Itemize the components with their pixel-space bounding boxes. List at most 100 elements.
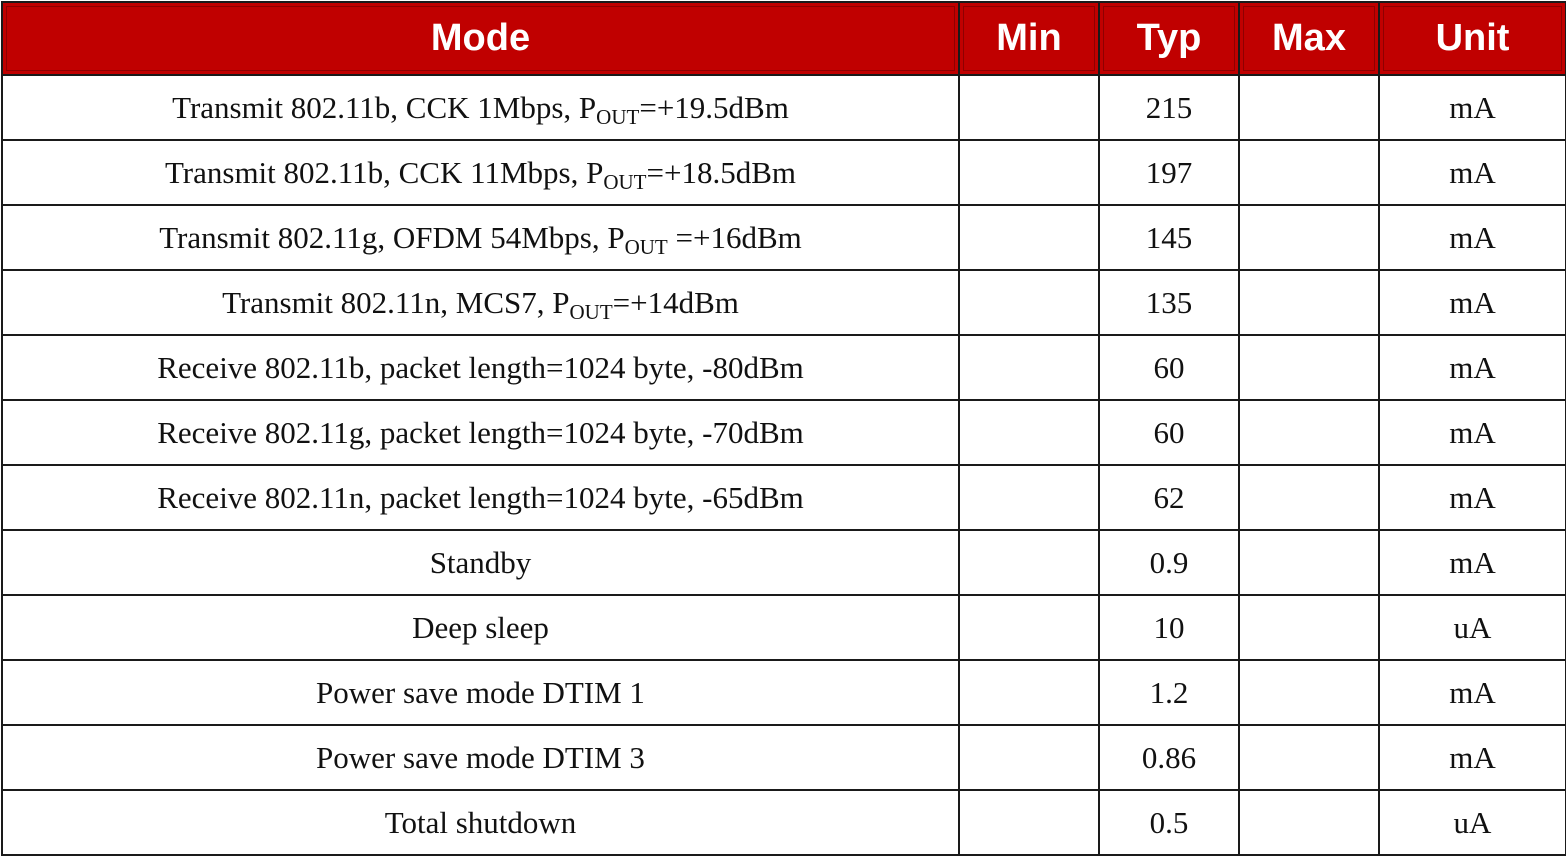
table-header-row: Mode Min Typ Max Unit <box>1 1 1566 76</box>
max-cell <box>1238 334 1380 401</box>
mode-subscript: OUT <box>596 104 640 129</box>
min-cell <box>958 74 1100 141</box>
max-cell <box>1238 139 1380 206</box>
header-mode: Mode <box>1 1 960 76</box>
max-cell <box>1238 594 1380 661</box>
mode-text-suffix: =+16dBm <box>667 219 802 255</box>
unit-cell: mA <box>1378 724 1566 791</box>
unit-cell: mA <box>1378 659 1566 726</box>
mode-cell: Transmit 802.11b, CCK 1Mbps, POUT=+19.5d… <box>1 74 960 141</box>
mode-cell: Receive 802.11g, packet length=1024 byte… <box>1 399 960 466</box>
max-cell <box>1238 204 1380 271</box>
mode-text: Total shutdown <box>384 804 577 840</box>
table-row: Transmit 802.11b, CCK 11Mbps, POUT=+18.5… <box>1 139 1566 206</box>
min-cell <box>958 464 1100 531</box>
mode-cell: Deep sleep <box>1 594 960 661</box>
header-max: Max <box>1238 1 1380 76</box>
unit-cell: mA <box>1378 529 1566 596</box>
mode-text: Power save mode DTIM 3 <box>316 739 645 775</box>
mode-text: Receive 802.11n, packet length=1024 byte… <box>157 479 804 515</box>
max-cell <box>1238 724 1380 791</box>
typ-cell: 135 <box>1098 269 1240 336</box>
mode-text: Transmit 802.11b, CCK 1Mbps, P <box>172 89 597 125</box>
unit-cell: mA <box>1378 399 1566 466</box>
min-cell <box>958 139 1100 206</box>
mode-text-suffix: =+19.5dBm <box>639 89 789 125</box>
max-cell <box>1238 74 1380 141</box>
mode-text: Deep sleep <box>412 609 549 645</box>
header-unit: Unit <box>1378 1 1566 76</box>
mode-text: Receive 802.11b, packet length=1024 byte… <box>157 349 804 385</box>
min-cell <box>958 399 1100 466</box>
table-row: Standby 0.9 mA <box>1 529 1566 596</box>
unit-cell: uA <box>1378 789 1566 856</box>
max-cell <box>1238 399 1380 466</box>
typ-cell: 0.9 <box>1098 529 1240 596</box>
table-row: Deep sleep 10 uA <box>1 594 1566 661</box>
table-row: Transmit 802.11g, OFDM 54Mbps, POUT =+16… <box>1 204 1566 271</box>
mode-cell: Transmit 802.11b, CCK 11Mbps, POUT=+18.5… <box>1 139 960 206</box>
unit-cell: mA <box>1378 464 1566 531</box>
unit-cell: mA <box>1378 74 1566 141</box>
unit-cell: mA <box>1378 139 1566 206</box>
typ-cell: 0.5 <box>1098 789 1240 856</box>
max-cell <box>1238 659 1380 726</box>
mode-cell: Power save mode DTIM 1 <box>1 659 960 726</box>
mode-cell: Receive 802.11n, packet length=1024 byte… <box>1 464 960 531</box>
mode-cell: Transmit 802.11g, OFDM 54Mbps, POUT =+16… <box>1 204 960 271</box>
min-cell <box>958 724 1100 791</box>
mode-text: Transmit 802.11g, OFDM 54Mbps, P <box>159 219 625 255</box>
mode-subscript: OUT <box>624 234 668 259</box>
header-min: Min <box>958 1 1100 76</box>
typ-cell: 197 <box>1098 139 1240 206</box>
mode-text-suffix: =+18.5dBm <box>646 154 797 190</box>
typ-cell: 1.2 <box>1098 659 1240 726</box>
mode-text: Standby <box>429 544 532 580</box>
header-typ: Typ <box>1098 1 1240 76</box>
mode-text: Transmit 802.11b, CCK 11Mbps, P <box>164 154 604 190</box>
min-cell <box>958 204 1100 271</box>
typ-cell: 10 <box>1098 594 1240 661</box>
mode-cell: Power save mode DTIM 3 <box>1 724 960 791</box>
mode-subscript: OUT <box>569 299 613 324</box>
mode-cell: Transmit 802.11n, MCS7, POUT=+14dBm <box>1 269 960 336</box>
max-cell <box>1238 789 1380 856</box>
table-row: Receive 802.11b, packet length=1024 byte… <box>1 334 1566 401</box>
table-row: Transmit 802.11b, CCK 1Mbps, POUT=+19.5d… <box>1 74 1566 141</box>
max-cell <box>1238 464 1380 531</box>
min-cell <box>958 334 1100 401</box>
typ-cell: 0.86 <box>1098 724 1240 791</box>
mode-text: Transmit 802.11n, MCS7, P <box>222 284 570 320</box>
typ-cell: 215 <box>1098 74 1240 141</box>
min-cell <box>958 659 1100 726</box>
table-row: Transmit 802.11n, MCS7, POUT=+14dBm 135 mA <box>1 269 1566 336</box>
mode-cell: Total shutdown <box>1 789 960 856</box>
min-cell <box>958 529 1100 596</box>
typ-cell: 60 <box>1098 399 1240 466</box>
min-cell <box>958 789 1100 856</box>
table-row: Receive 802.11g, packet length=1024 byte… <box>1 399 1566 466</box>
max-cell <box>1238 529 1380 596</box>
mode-text-suffix: =+14dBm <box>612 284 739 320</box>
mode-text: Receive 802.11g, packet length=1024 byte… <box>157 414 804 450</box>
unit-cell: mA <box>1378 269 1566 336</box>
max-cell <box>1238 269 1380 336</box>
mode-cell: Standby <box>1 529 960 596</box>
mode-cell: Receive 802.11b, packet length=1024 byte… <box>1 334 960 401</box>
min-cell <box>958 594 1100 661</box>
min-cell <box>958 269 1100 336</box>
unit-cell: mA <box>1378 334 1566 401</box>
typ-cell: 145 <box>1098 204 1240 271</box>
table-row: Receive 802.11n, packet length=1024 byte… <box>1 464 1566 531</box>
table-row: Power save mode DTIM 1 1.2 mA <box>1 659 1566 726</box>
table-body: Transmit 802.11b, CCK 1Mbps, POUT=+19.5d… <box>1 74 1566 856</box>
unit-cell: mA <box>1378 204 1566 271</box>
typ-cell: 60 <box>1098 334 1240 401</box>
mode-text: Power save mode DTIM 1 <box>316 674 645 710</box>
table-row: Power save mode DTIM 3 0.86 mA <box>1 724 1566 791</box>
typ-cell: 62 <box>1098 464 1240 531</box>
mode-subscript: OUT <box>603 169 647 194</box>
unit-cell: uA <box>1378 594 1566 661</box>
table-row: Total shutdown 0.5 uA <box>1 789 1566 856</box>
